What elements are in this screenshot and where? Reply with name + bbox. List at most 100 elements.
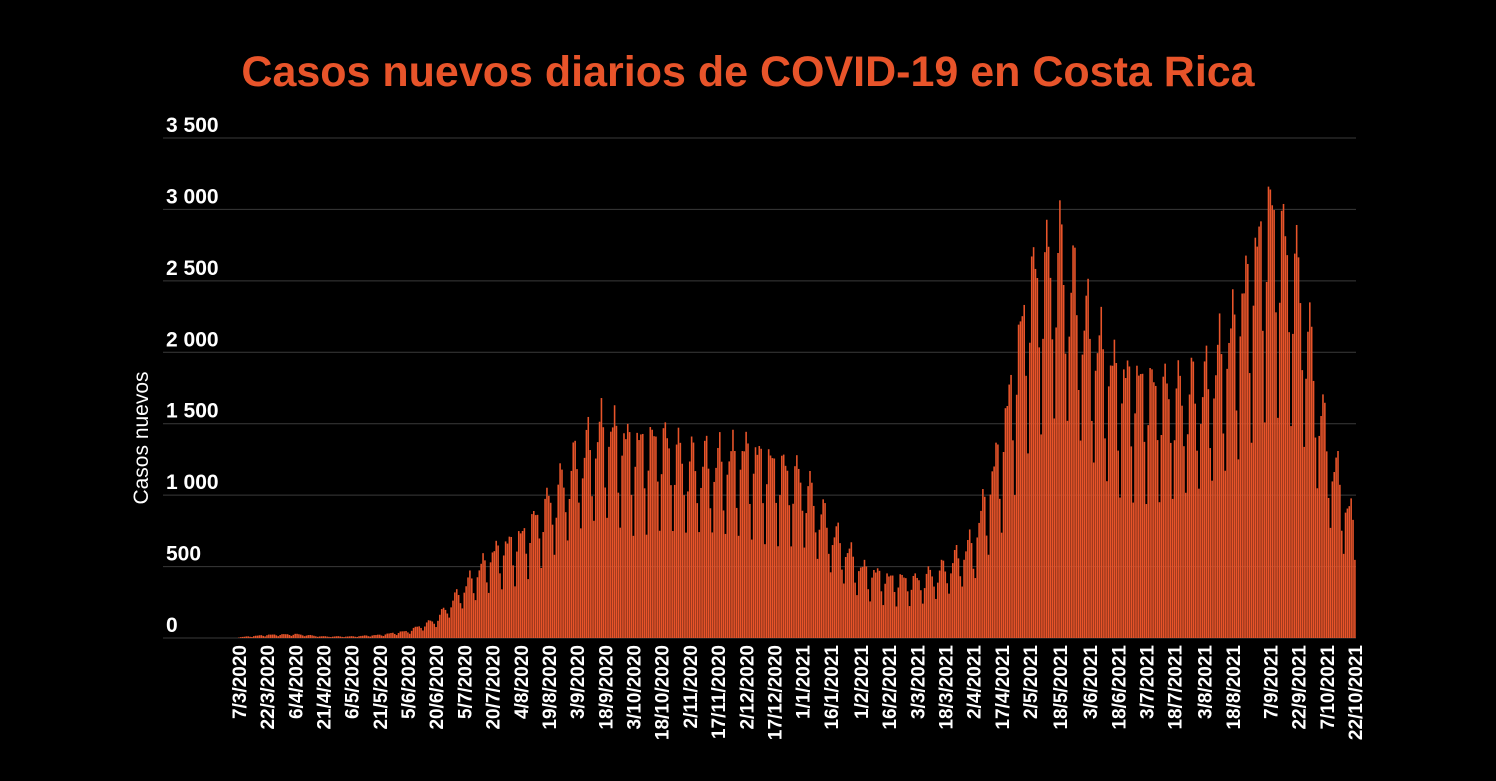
bar [1352, 519, 1354, 638]
bar [281, 634, 283, 638]
bar [410, 630, 413, 638]
bar [649, 427, 652, 638]
bar [1145, 504, 1148, 638]
bar [942, 560, 945, 638]
bar [1190, 357, 1193, 638]
bar [636, 432, 638, 638]
bar [897, 587, 900, 638]
bar [1025, 375, 1027, 638]
bar [890, 575, 892, 638]
bar [1250, 442, 1253, 638]
bar [848, 548, 851, 638]
bar [841, 569, 843, 638]
bar [403, 631, 405, 638]
bar [1194, 403, 1196, 638]
bar [920, 590, 922, 638]
bar [621, 455, 623, 638]
bar [938, 570, 941, 638]
bar [1177, 360, 1180, 638]
x-tick-label: 18/6/2021 [1109, 645, 1130, 730]
bar [1124, 378, 1127, 638]
bar [249, 636, 251, 638]
x-tick-label: 6/4/2020 [286, 645, 307, 719]
bar [260, 635, 263, 638]
bar [1153, 382, 1155, 638]
bar [675, 444, 678, 638]
x-tick-label: 4/8/2020 [512, 645, 533, 719]
bar [1342, 553, 1345, 638]
bar [1340, 530, 1343, 638]
bar [828, 553, 830, 638]
bar [1059, 200, 1061, 638]
bar [1021, 316, 1024, 638]
bar [1027, 453, 1029, 638]
bar [422, 630, 424, 638]
bar [457, 595, 460, 638]
bar [1207, 389, 1210, 638]
bar [1320, 416, 1322, 638]
bar [1051, 339, 1054, 638]
bar [1030, 256, 1033, 638]
bar [1354, 559, 1356, 638]
bar [506, 543, 509, 638]
bar [788, 505, 791, 638]
x-tick-label: 16/1/2021 [822, 645, 843, 730]
bar [313, 635, 315, 638]
bar [1068, 336, 1071, 638]
bar [1293, 253, 1296, 638]
bar [854, 582, 856, 638]
bar [858, 571, 860, 638]
bar [944, 571, 947, 638]
bar [486, 582, 488, 638]
bar [527, 579, 529, 638]
bar [824, 503, 826, 638]
bar [333, 636, 336, 638]
bar [1087, 278, 1089, 638]
bar [454, 592, 456, 638]
x-tick-label: 1/1/2021 [794, 645, 815, 719]
bar [1044, 252, 1046, 638]
bar [516, 551, 518, 638]
bar [1282, 203, 1285, 638]
bar [632, 535, 635, 638]
bar [861, 566, 864, 638]
bar [1070, 292, 1072, 638]
bar [681, 463, 684, 638]
bar [933, 586, 935, 638]
bar [1047, 246, 1050, 638]
bar [634, 466, 637, 638]
bar [749, 503, 751, 638]
x-tick-label: 7/10/2021 [1318, 645, 1339, 730]
bar [1213, 398, 1215, 638]
bar [474, 600, 477, 638]
x-tick-label: 17/12/2020 [765, 645, 786, 740]
bar [760, 448, 762, 638]
bar [544, 498, 546, 638]
bar [963, 559, 965, 638]
bar [538, 538, 541, 638]
bar [452, 600, 454, 638]
bar [1312, 380, 1315, 638]
bar [927, 566, 930, 638]
bar [574, 440, 576, 638]
bar [1092, 462, 1095, 638]
bar [502, 555, 505, 638]
bar [407, 632, 409, 638]
bar [290, 635, 293, 638]
bar [339, 636, 342, 638]
x-tick-label: 7/3/2020 [230, 645, 251, 719]
bar [715, 467, 717, 638]
bar [1096, 353, 1099, 638]
bar [846, 553, 849, 638]
bar [1181, 405, 1183, 638]
bar [354, 636, 357, 638]
bar [512, 565, 514, 638]
bar [1106, 481, 1108, 638]
bar [781, 455, 783, 638]
bar [683, 495, 685, 638]
bar [1327, 497, 1330, 638]
bar [702, 466, 704, 638]
bar [775, 502, 777, 638]
bar [1023, 304, 1025, 638]
